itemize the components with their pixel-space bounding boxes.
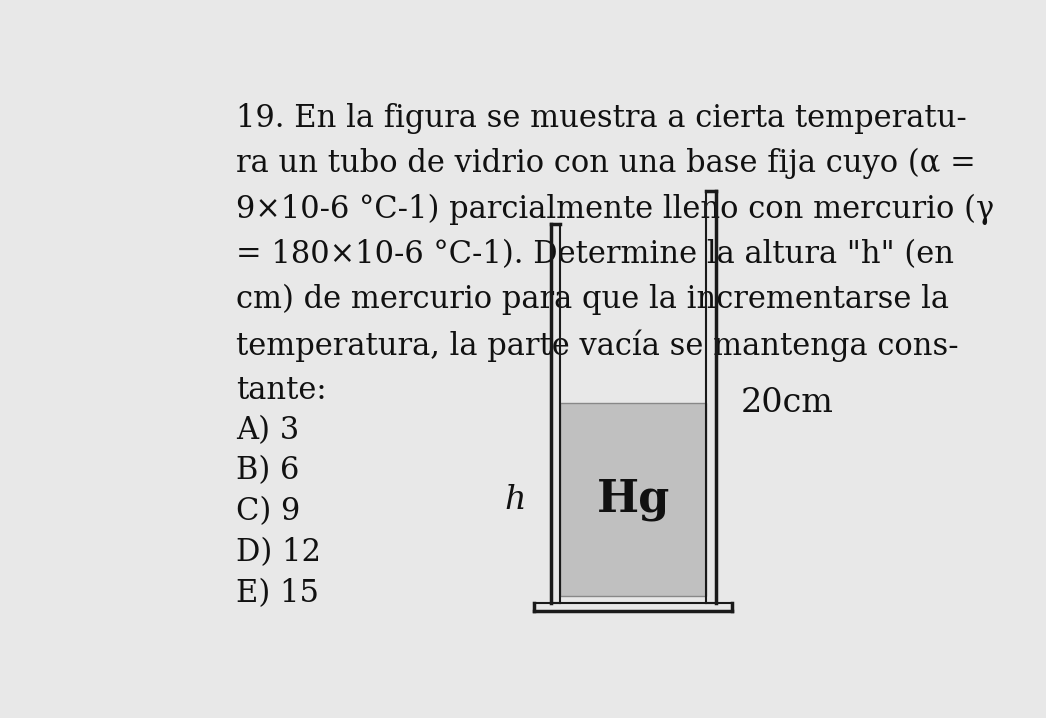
Text: cm) de mercurio para que la incrementarse la: cm) de mercurio para que la incrementars… <box>236 284 949 315</box>
Text: h: h <box>505 484 526 516</box>
Bar <box>561 403 706 597</box>
Text: E) 15: E) 15 <box>236 578 319 609</box>
Text: D) 12: D) 12 <box>236 537 321 568</box>
Text: 20cm: 20cm <box>741 387 834 419</box>
Text: 9×10-6 °C-1) parcialmente lleno con mercurio (γ: 9×10-6 °C-1) parcialmente lleno con merc… <box>236 193 995 225</box>
Text: = 180×10-6 °C-1). Determine la altura "h" (en: = 180×10-6 °C-1). Determine la altura "h… <box>236 239 954 270</box>
Text: 19. En la figura se muestra a cierta temperatu-: 19. En la figura se muestra a cierta tem… <box>236 103 967 134</box>
Text: tante:: tante: <box>236 375 326 406</box>
Text: B) 6: B) 6 <box>236 455 299 487</box>
Text: A) 3: A) 3 <box>236 414 299 446</box>
Text: Hg: Hg <box>596 478 670 521</box>
Text: ra un tubo de vidrio con una base fija cuyo (α =: ra un tubo de vidrio con una base fija c… <box>236 148 976 180</box>
Text: C) 9: C) 9 <box>236 496 300 528</box>
Text: temperatura, la parte vacía se mantenga cons-: temperatura, la parte vacía se mantenga … <box>236 330 959 362</box>
